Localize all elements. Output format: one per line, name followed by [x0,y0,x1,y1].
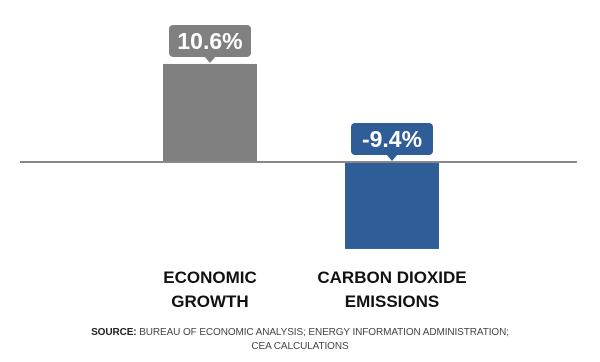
category-label-line: EMISSIONS [344,292,440,311]
category-label-line: GROWTH [171,292,249,311]
data-label-pointer [386,154,398,161]
data-label-box [169,24,251,57]
data-label: -9.4% [362,126,422,152]
category-label-line: CARBON DIOXIDE [317,268,467,287]
category-label-economic-growth: ECONOMIC GROWTH [130,266,290,314]
data-label-pointer [204,55,216,63]
source-text: BUREAU OF ECONOMIC ANALYSIS; ENERGY INFO… [139,327,509,338]
category-label-line: ECONOMIC [163,268,257,287]
bar [163,63,257,163]
category-label-carbon-dioxide-emissions: CARBON DIOXIDE EMISSIONS [292,266,492,314]
source-note: SOURCE: BUREAU OF ECONOMIC ANALYSIS; ENE… [0,326,600,354]
source-text-line2: CEA CALCULATIONS [251,341,349,352]
bar [345,162,439,249]
data-label: 10.6% [177,28,242,54]
data-label-box [351,123,433,155]
source-label: SOURCE: [91,327,137,338]
